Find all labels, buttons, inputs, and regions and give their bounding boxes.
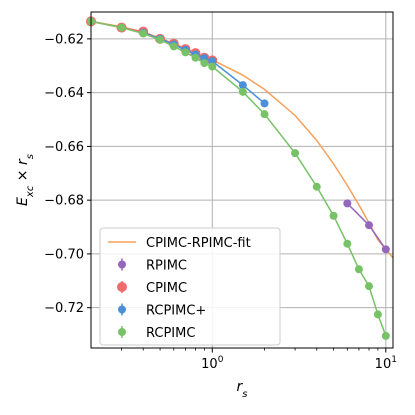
data-point (381, 331, 390, 340)
data-point (156, 35, 165, 44)
y-tick-label: −0.64 (44, 86, 84, 101)
data-point (329, 211, 338, 220)
legend-label: CPIMC-RPIMC-fit (146, 236, 251, 251)
data-point (365, 221, 374, 230)
data-point (139, 29, 148, 38)
data-point (117, 23, 126, 32)
data-point (373, 310, 382, 319)
data-point (312, 182, 321, 191)
legend-marker-swatch (118, 305, 126, 314)
legend-entry: RCPIMC (118, 326, 195, 341)
legend: CPIMC-RPIMC-fit RPIMC CPIMC RCPIMC+ RCPIMC (99, 227, 281, 346)
x-tick-label: 100 (201, 355, 224, 372)
series-rcpimc (87, 17, 390, 340)
legend-marker-swatch (117, 282, 127, 292)
data-point (208, 62, 217, 71)
data-point (343, 239, 352, 248)
y-axis-label: Exc × rs (15, 154, 36, 206)
plot-frame (90, 11, 394, 349)
data-point (291, 149, 300, 158)
y-tick-label: −0.72 (44, 301, 84, 316)
fit-line (90, 20, 394, 259)
data-point (238, 87, 247, 96)
legend-entry: CPIMC (117, 281, 187, 296)
legend-entry: RCPIMC+ (118, 303, 206, 319)
data-point (169, 42, 178, 51)
x-tick-label: 101 (375, 355, 397, 372)
data-point (238, 81, 247, 90)
legend-marker-swatch (118, 260, 126, 269)
data-point (200, 59, 209, 68)
y-tick-label: −0.62 (44, 32, 84, 47)
axes: −0.62 −0.64 −0.66 −0.68 −0.70 −0.72 100 101 rs Ex… (15, 11, 397, 400)
y-tick-label: −0.66 (44, 140, 84, 155)
legend-entry: RPIMC (118, 258, 187, 274)
data-point (365, 282, 374, 291)
series-rpimc (343, 199, 390, 254)
data-point (191, 53, 200, 62)
data-point (381, 245, 390, 254)
data-point (260, 99, 269, 108)
legend-label: RCPIMC+ (146, 304, 206, 319)
legend-label: CPIMC (146, 281, 187, 296)
y-tick-label: −0.70 (44, 247, 84, 262)
data-point (260, 110, 269, 119)
series-cpimc-rpimc-fit (90, 20, 394, 259)
data-point (343, 199, 352, 208)
legend-label: RCPIMC (146, 326, 195, 341)
legend-entry: CPIMC-RPIMC-fit (108, 236, 251, 251)
legend-marker-swatch (118, 328, 126, 336)
series-layer (86, 16, 394, 340)
y-tick-label: −0.68 (44, 194, 84, 209)
legend-label: RPIMC (146, 259, 187, 274)
legend-box (99, 227, 281, 346)
data-point (354, 265, 363, 274)
x-axis-label: rs (237, 379, 248, 400)
data-point (181, 48, 190, 57)
